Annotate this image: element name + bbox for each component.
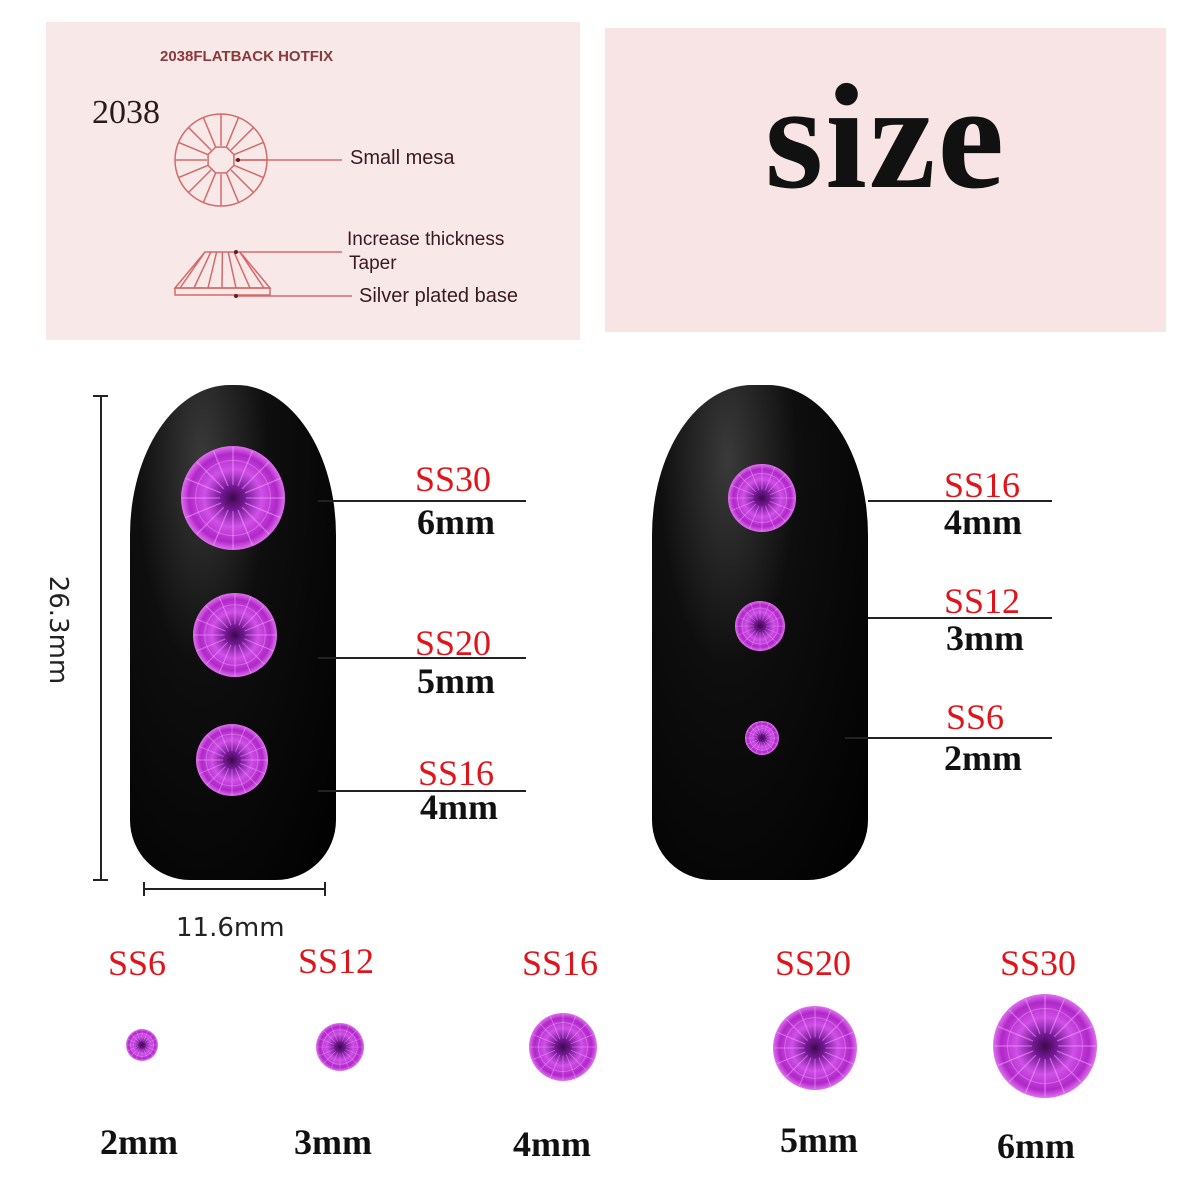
sample-gem-icon bbox=[993, 994, 1097, 1098]
gem-label: SS12 bbox=[298, 941, 375, 981]
gem-label: SS16 bbox=[418, 753, 495, 793]
nail-left-gem-icon bbox=[181, 446, 285, 550]
diagram-title: 2038FLATBACK HOTFIX bbox=[160, 48, 334, 65]
gem-label: SS16 bbox=[944, 465, 1021, 505]
pointer-line bbox=[318, 500, 526, 502]
gem-label: SS20 bbox=[775, 943, 852, 983]
gem-label: SS20 bbox=[415, 623, 492, 663]
height-dimension-line bbox=[100, 395, 102, 880]
model-code: 2038 bbox=[92, 94, 160, 131]
nail-right-gem-icon bbox=[735, 601, 785, 651]
gem-size: 6mm bbox=[417, 502, 495, 542]
sample-gem-icon bbox=[773, 1006, 857, 1090]
sample-gem-icon bbox=[316, 1023, 364, 1071]
width-dimension-line bbox=[143, 888, 325, 890]
width-dimension: 11.6mm bbox=[176, 913, 285, 943]
label-small-mesa: Small mesa bbox=[350, 147, 455, 169]
nail-left-gem-icon bbox=[193, 593, 277, 677]
label-taper: Taper bbox=[349, 253, 397, 274]
gem-label: SS30 bbox=[415, 459, 492, 499]
gem-size: 4mm bbox=[420, 787, 498, 827]
gem-size: 5mm bbox=[417, 661, 495, 701]
gem-size: 5mm bbox=[780, 1120, 858, 1160]
dimension-tick bbox=[93, 879, 108, 881]
gem-size: 4mm bbox=[944, 502, 1022, 542]
gem-size: 2mm bbox=[100, 1122, 178, 1162]
dimension-tick bbox=[93, 395, 108, 397]
height-dimension: 26.3mm bbox=[43, 575, 73, 685]
gem-size: 6mm bbox=[997, 1126, 1075, 1166]
rhinestone-diagram-icon bbox=[173, 113, 352, 298]
headline: size bbox=[764, 54, 1007, 220]
gem-label: SS30 bbox=[1000, 943, 1077, 983]
dimension-tick bbox=[324, 882, 326, 896]
nail-right-gem-icon bbox=[728, 464, 796, 532]
pointer-line bbox=[318, 790, 526, 792]
size-panel bbox=[605, 28, 1166, 332]
diagram-panel bbox=[46, 22, 580, 340]
gem-size: 4mm bbox=[513, 1124, 591, 1164]
sample-gem-icon bbox=[126, 1029, 158, 1061]
dimension-tick bbox=[143, 882, 145, 896]
nail-right-gem-icon bbox=[745, 721, 779, 755]
gem-size: 2mm bbox=[944, 738, 1022, 778]
gem-label: SS6 bbox=[108, 943, 167, 983]
gem-size: 3mm bbox=[294, 1122, 372, 1162]
gem-label: SS6 bbox=[946, 697, 1005, 737]
gem-label: SS16 bbox=[522, 943, 599, 983]
pointer-line bbox=[868, 617, 1052, 619]
pointer-line bbox=[318, 657, 526, 659]
label-silver-plated-base: Silver plated base bbox=[359, 285, 518, 307]
sample-gem-icon bbox=[529, 1013, 597, 1081]
label-increase-thickness: Increase thickness bbox=[347, 229, 505, 250]
gem-size: 3mm bbox=[946, 618, 1024, 658]
gem-label: SS12 bbox=[944, 581, 1021, 621]
pointer-line bbox=[845, 737, 1052, 739]
nail-left-gem-icon bbox=[196, 724, 268, 796]
pointer-line bbox=[868, 500, 1052, 502]
